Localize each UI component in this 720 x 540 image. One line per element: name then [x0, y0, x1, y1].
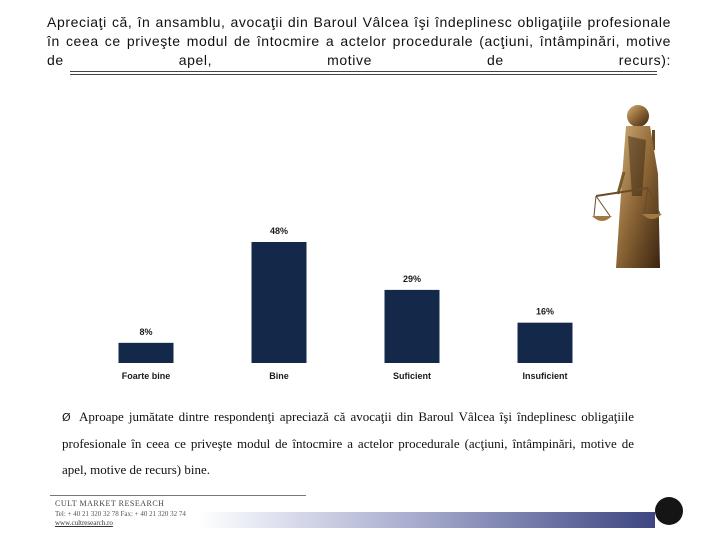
conclusion-text: Aproape jumătate dintre respondenţi apre…	[62, 409, 634, 477]
data-label: 16%	[536, 307, 554, 317]
category-label: Bine	[269, 371, 289, 381]
footer-gradient-band	[200, 512, 655, 528]
conclusion-paragraph: Ø Aproape jumătate dintre respondenţi ap…	[62, 404, 634, 483]
bar-bine	[251, 242, 307, 363]
category-label: Foarte bine	[122, 371, 171, 381]
data-label: 8%	[139, 327, 152, 337]
footer-contact: Tel: + 40 21 320 32 78 Fax: + 40 21 320 …	[55, 510, 186, 518]
title-divider-secondary	[70, 74, 657, 75]
footer-divider	[50, 495, 306, 496]
footer-company: CULT MARKET RESEARCH	[55, 499, 165, 508]
footer: CULT MARKET RESEARCH Tel: + 40 21 320 32…	[55, 499, 186, 527]
category-label: Suficient	[393, 371, 431, 381]
cult-research-logo	[655, 497, 683, 525]
title-divider	[70, 71, 657, 72]
question-text: Apreciaţi că, în ansamblu, avocaţii din …	[47, 14, 671, 68]
bar-foarte-bine	[118, 342, 174, 363]
arrow-bullet-icon: Ø	[62, 411, 71, 424]
footer-website-link[interactable]: www.cultresearch.ro	[55, 519, 113, 527]
category-label: Insuficient	[522, 371, 567, 381]
bar-insuficient	[517, 322, 573, 363]
data-label: 48%	[270, 226, 288, 236]
bar-suficient	[384, 289, 440, 363]
data-label: 29%	[403, 274, 421, 284]
justice-statue-image	[588, 96, 676, 268]
bar-chart: 8% Foarte bine 48% Bine 29% Suficient 16% Insuf…	[118, 226, 573, 381]
